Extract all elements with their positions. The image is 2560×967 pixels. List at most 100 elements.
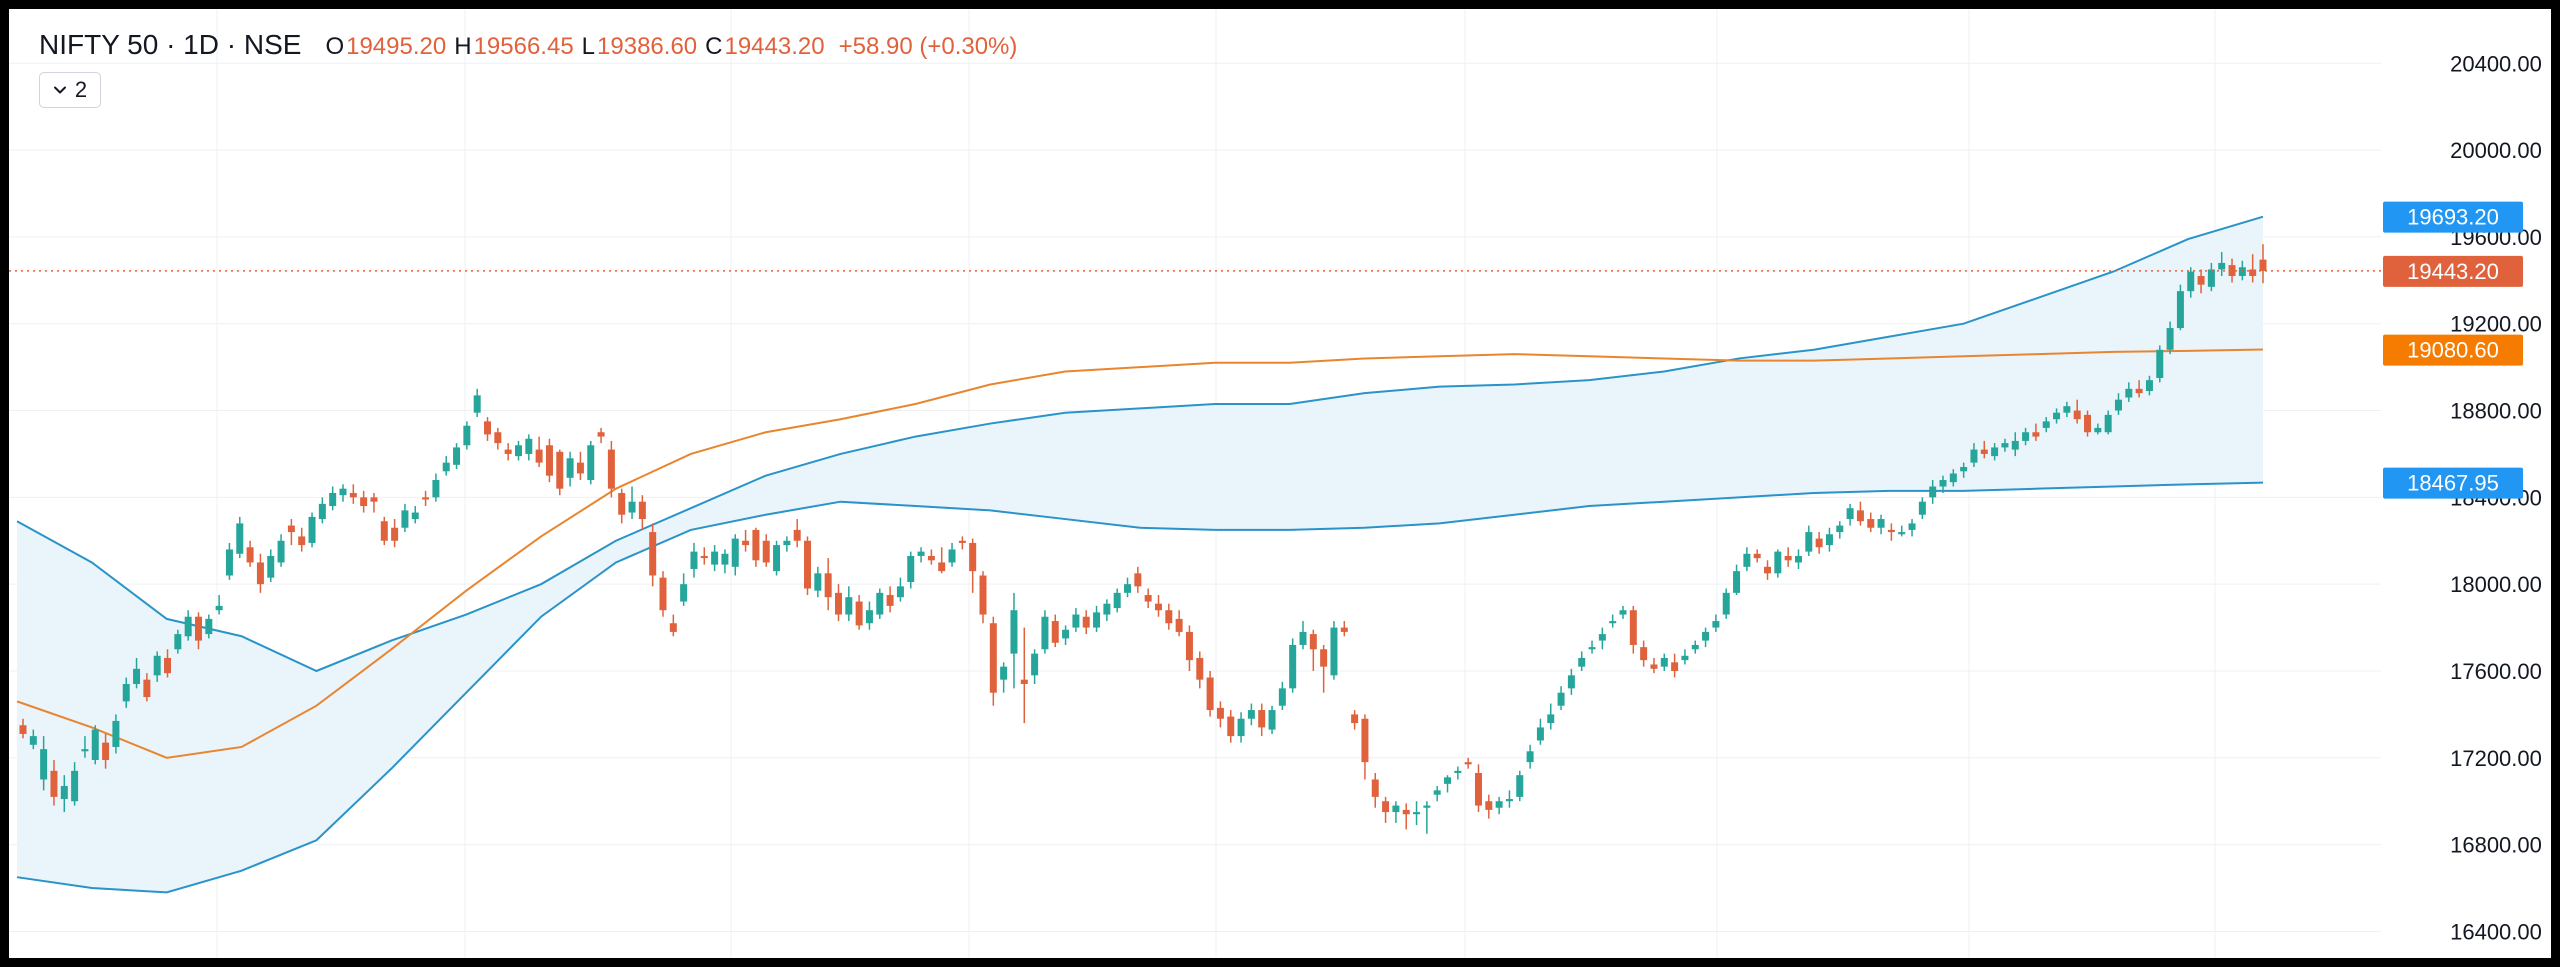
candle	[225, 542, 233, 580]
candle	[1660, 653, 1668, 671]
candle-body	[607, 449, 615, 489]
candle	[391, 519, 399, 548]
candle-body	[60, 786, 68, 800]
candle-body	[1867, 519, 1875, 528]
candle	[112, 714, 120, 754]
candle-body	[2032, 432, 2040, 437]
candle-body	[2125, 388, 2133, 398]
candle-body	[731, 538, 739, 567]
candle	[1970, 443, 1978, 467]
candle	[1154, 595, 1162, 617]
candle-body	[927, 555, 935, 561]
candle-body	[91, 729, 99, 760]
candle-body	[164, 657, 172, 674]
candle	[1361, 714, 1369, 780]
candle	[731, 534, 739, 576]
candle	[1371, 773, 1379, 808]
candle-body	[1722, 592, 1730, 615]
candle	[2207, 262, 2215, 292]
candle	[143, 673, 151, 702]
candle-body	[1991, 447, 1999, 457]
candle	[2063, 401, 2071, 418]
candle-body	[2145, 380, 2153, 391]
candle	[1640, 640, 1648, 667]
candle	[174, 629, 182, 654]
candle-body	[576, 462, 584, 474]
candle	[649, 523, 657, 587]
candle	[1856, 501, 1864, 526]
candle-body	[1825, 534, 1833, 546]
candle	[411, 506, 419, 524]
candle	[1650, 657, 1658, 674]
candle-body	[494, 432, 502, 444]
candle-body	[917, 551, 925, 556]
candle-body	[886, 595, 894, 606]
candle	[318, 497, 326, 524]
candle-body	[948, 549, 956, 563]
candle-body	[1134, 573, 1142, 587]
candle-body	[267, 555, 275, 578]
candle-body	[597, 432, 605, 437]
candle-body	[1536, 727, 1544, 741]
candle	[2156, 345, 2164, 383]
candle-body	[680, 584, 688, 602]
candle-body	[360, 497, 368, 507]
candle	[948, 542, 956, 567]
candle	[721, 549, 729, 574]
candle-body	[876, 592, 884, 615]
candle-body	[2166, 328, 2174, 350]
candle-body	[1010, 610, 1018, 654]
candle	[1681, 649, 1689, 665]
candle	[2166, 321, 2174, 355]
candle	[1134, 566, 1142, 593]
candle-body	[422, 497, 430, 500]
candle-body	[845, 597, 853, 615]
high-value: 19566.45	[473, 33, 574, 60]
candle-body	[1578, 657, 1586, 667]
candle	[1020, 627, 1028, 724]
candle	[1939, 475, 1947, 494]
candle-body	[1361, 718, 1369, 763]
candle	[1774, 549, 1782, 578]
candle	[1846, 503, 1854, 526]
candle-body	[1753, 553, 1761, 559]
candle-body	[453, 447, 461, 465]
symbol-title[interactable]: NIFTY 50 · 1D · NSE	[39, 29, 302, 60]
candle	[380, 516, 388, 546]
candle-body	[484, 421, 492, 435]
candle-body	[2114, 399, 2122, 411]
candle-body	[1020, 679, 1028, 685]
candle-body	[349, 493, 357, 498]
candle-body	[1031, 653, 1039, 676]
candle-body	[907, 555, 915, 582]
candle-body	[2156, 349, 2164, 378]
candle	[453, 443, 461, 470]
indicators-toggle-button[interactable]: 2	[39, 72, 101, 108]
candle-body	[1939, 479, 1947, 487]
candle-body	[1268, 710, 1276, 730]
candle	[979, 571, 987, 624]
candle	[1258, 703, 1266, 737]
candle-body	[1413, 812, 1421, 815]
candle	[1980, 440, 1988, 459]
candle-body	[618, 493, 626, 515]
candle-body	[979, 575, 987, 615]
candle-body	[1784, 555, 1792, 561]
candle	[308, 512, 316, 548]
candle	[1629, 605, 1637, 654]
candle-body	[380, 521, 388, 541]
price-badge-label: 19693.20	[2407, 205, 2499, 230]
price-chart[interactable]: 16400.00 16800.00 17200.00 17600.00 18000.00…	[9, 9, 2554, 961]
candle-body	[1949, 473, 1957, 483]
candle	[927, 549, 935, 565]
candle-body	[1485, 801, 1493, 810]
candle	[1062, 625, 1070, 645]
candle-body	[1887, 529, 1895, 533]
candle-body	[762, 540, 770, 563]
candle	[628, 486, 636, 520]
candle-body	[1774, 551, 1782, 574]
candle-body	[2197, 275, 2205, 285]
chart-window: 16400.00 16800.00 17200.00 17600.00 18000.00…	[6, 6, 2554, 961]
bollinger-upper-line	[16, 215, 2264, 673]
candle-body	[329, 493, 337, 507]
